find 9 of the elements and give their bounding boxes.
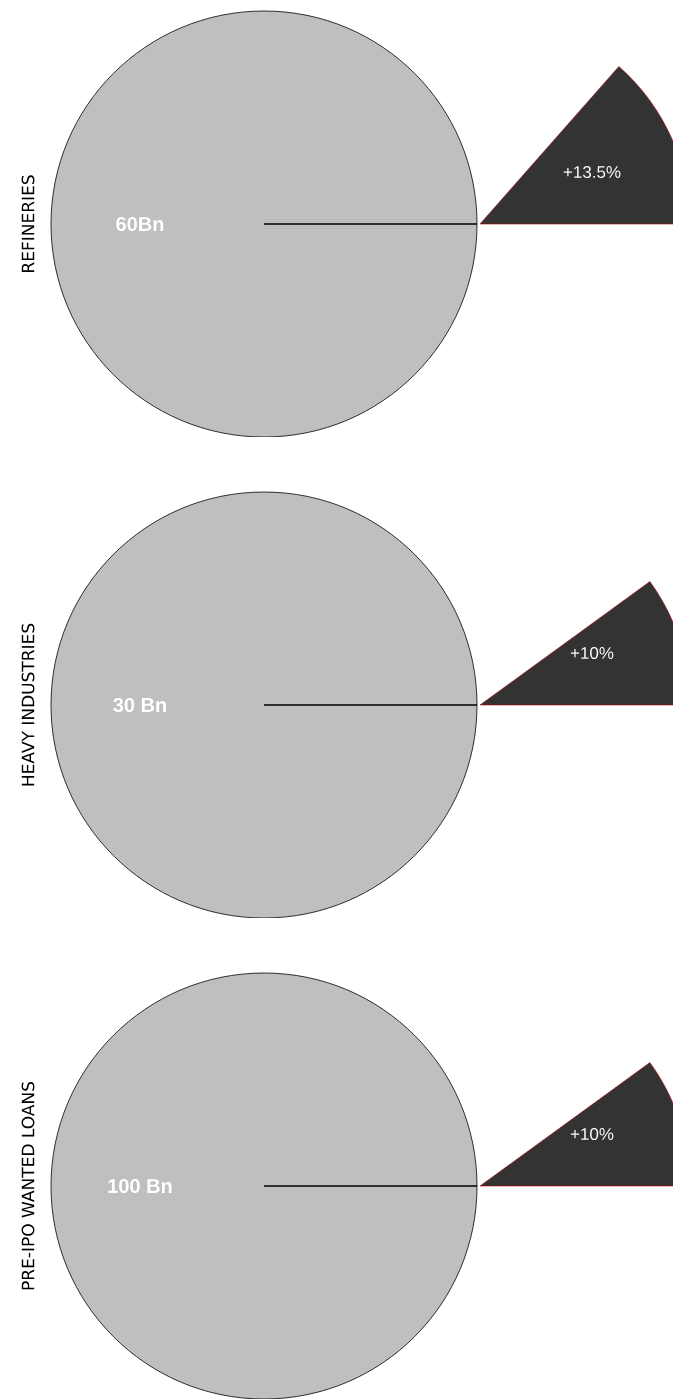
text: HEAVY INDUSTRIES bbox=[21, 623, 35, 786]
text: REFINERIES bbox=[21, 175, 35, 272]
text: 60Bn bbox=[116, 216, 164, 232]
data-label: +10% bbox=[570, 1127, 614, 1141]
data-label: +10% bbox=[570, 646, 614, 660]
text: 100 Bn bbox=[108, 1178, 172, 1194]
text: PRE-IPO WANTED LOANS bbox=[21, 1081, 35, 1290]
data-label: +13.5% bbox=[563, 165, 621, 179]
text: 30 Bn bbox=[113, 697, 166, 713]
